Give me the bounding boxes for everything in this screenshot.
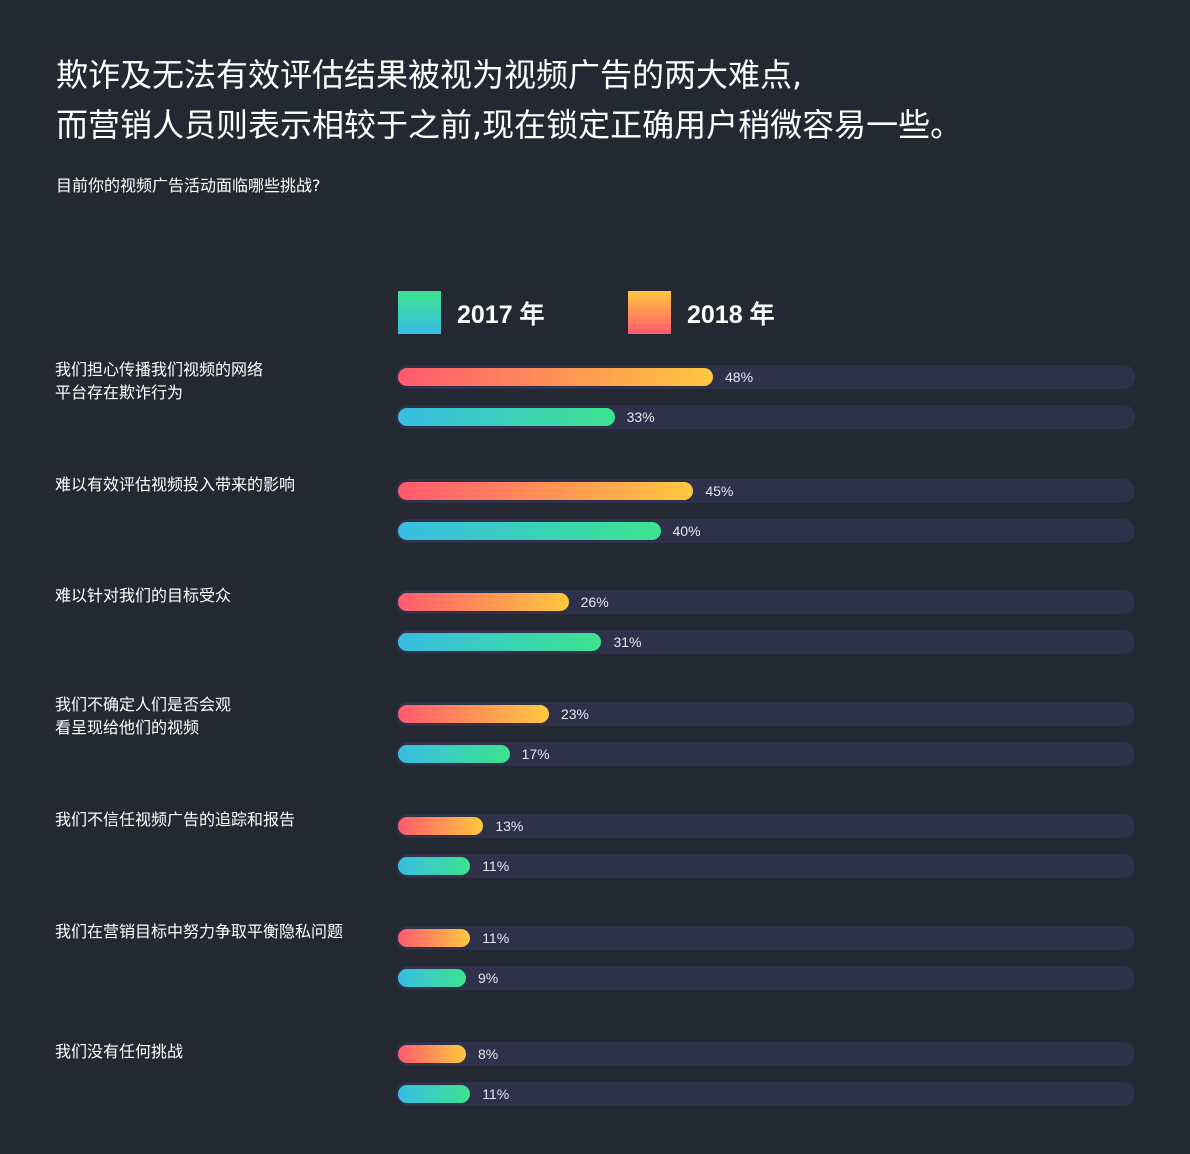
data-label: 11% <box>482 858 510 874</box>
data-label: 13% <box>495 818 524 834</box>
bar-track: 17% <box>396 742 1135 766</box>
bar-2017 <box>398 745 510 763</box>
data-label: 8% <box>478 1046 499 1062</box>
bar-track: 8% <box>396 1042 1135 1066</box>
legend-2017: 2017 年 <box>398 291 545 334</box>
title-line-1: 欺诈及无法有效评估结果被视为视频广告的两大难点, <box>56 56 803 94</box>
data-label: 26% <box>580 594 609 610</box>
category-label: 难以针对我们的目标受众 <box>55 584 385 607</box>
data-label: 23% <box>560 706 589 722</box>
bar-2018 <box>398 482 694 500</box>
bar-2017 <box>398 857 471 875</box>
data-label: 9% <box>478 970 499 986</box>
title-line-2: 而营销人员则表示相较于之前,现在锁定正确用户稍微容易一些。 <box>56 106 963 144</box>
category-label-line: 难以有效评估视频投入带来的影响 <box>55 475 296 494</box>
legend-label-2018: 2018 年 <box>687 300 775 329</box>
bar-track: 11% <box>396 926 1135 950</box>
data-label: 33% <box>626 409 655 425</box>
chart-subtitle: 目前你的视频广告活动面临哪些挑战? <box>56 176 321 195</box>
legend-swatch-2018 <box>628 291 671 334</box>
bar-track: 45% <box>396 479 1135 503</box>
bar-track: 11% <box>396 1082 1135 1106</box>
bar-track: 33% <box>396 405 1135 429</box>
category-label-line: 我们担心传播我们视频的网络 <box>55 360 264 379</box>
category-label: 我们不确定人们是否会观 看呈现给他们的视频 <box>55 693 385 739</box>
data-label: 31% <box>613 634 642 650</box>
category-label-line: 我们不信任视频广告的追踪和报告 <box>55 810 296 829</box>
data-label: 17% <box>521 746 550 762</box>
bar-2018 <box>398 593 569 611</box>
category-label: 我们不信任视频广告的追踪和报告 <box>55 808 385 831</box>
category-label-line: 我们在营销目标中努力争取平衡隐私问题 <box>55 922 344 941</box>
bar-2017 <box>398 969 466 987</box>
bar-track: 13% <box>396 814 1135 838</box>
bar-2017 <box>398 633 602 651</box>
data-label: 11% <box>482 1086 510 1102</box>
category-label-line: 我们不确定人们是否会观 <box>55 695 232 714</box>
category-label-line: 难以针对我们的目标受众 <box>55 586 232 605</box>
page-title: 欺诈及无法有效评估结果被视为视频广告的两大难点, 而营销人员则表示相较于之前,现… <box>56 50 962 150</box>
bar-track: 31% <box>396 630 1135 654</box>
category-label-line: 我们没有任何挑战 <box>55 1042 184 1061</box>
bar-2018 <box>398 705 549 723</box>
bar-track: 23% <box>396 702 1135 726</box>
legend-2018: 2018 年 <box>628 291 775 334</box>
bar-2018 <box>398 1045 466 1063</box>
bar-track: 9% <box>396 966 1135 990</box>
bar-2017 <box>398 522 661 540</box>
bar-track: 26% <box>396 590 1135 614</box>
data-label: 48% <box>725 369 754 385</box>
category-label-line: 看呈现给他们的视频 <box>55 718 200 737</box>
data-label: 40% <box>672 523 701 539</box>
data-label: 45% <box>705 483 734 499</box>
category-label: 我们没有任何挑战 <box>55 1040 385 1063</box>
category-label: 我们在营销目标中努力争取平衡隐私问题 <box>55 920 385 943</box>
bar-2017 <box>398 408 615 426</box>
category-label: 难以有效评估视频投入带来的影响 <box>55 473 385 496</box>
bar-2018 <box>398 368 713 386</box>
bar-2018 <box>398 817 484 835</box>
bar-track: 40% <box>396 519 1135 543</box>
bar-2017 <box>398 1085 471 1103</box>
bar-track: 48% <box>396 365 1135 389</box>
category-label: 我们担心传播我们视频的网络 平台存在欺诈行为 <box>55 358 385 404</box>
data-label: 11% <box>482 930 510 946</box>
bar-2018 <box>398 929 471 947</box>
category-label-line: 平台存在欺诈行为 <box>55 383 184 402</box>
bar-track: 11% <box>396 854 1135 878</box>
legend-label-2017: 2017 年 <box>457 300 545 329</box>
legend-swatch-2017 <box>398 291 441 334</box>
